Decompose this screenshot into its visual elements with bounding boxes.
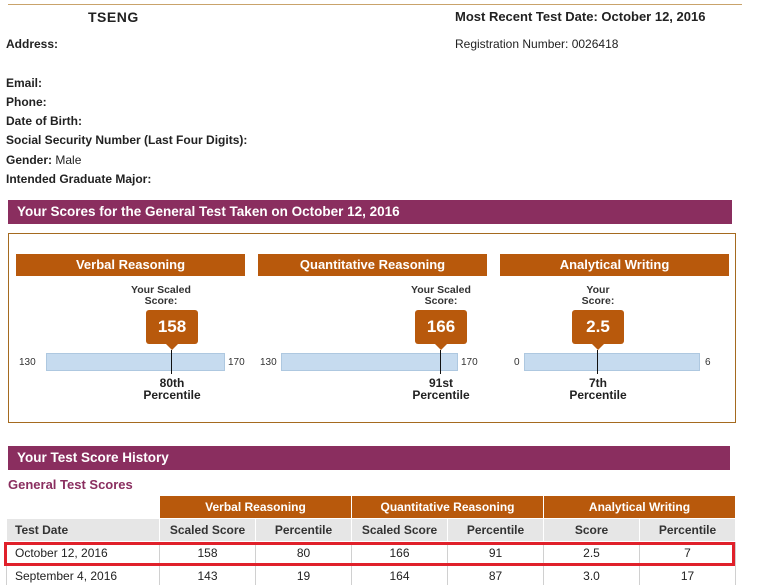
scores-panel-group: Verbal Reasoning Your Scaled Score: 158 … xyxy=(8,233,736,423)
verbal-percentile-value: 80th xyxy=(159,376,185,390)
group-quant: Quantitative Reasoning xyxy=(351,495,544,519)
writing-title: Analytical Writing xyxy=(500,254,729,276)
ssn-label: Social Security Number (Last Four Digits… xyxy=(6,133,248,147)
quant-score-pointer xyxy=(435,344,447,350)
row-cell: 7 xyxy=(639,541,736,565)
gender-value: Male xyxy=(55,153,82,167)
blank-header-cell xyxy=(6,495,160,519)
quant-percentile-value: 91st xyxy=(428,376,454,390)
row-cell: 87 xyxy=(447,564,544,585)
row-cell: 164 xyxy=(351,564,448,585)
phone-label: Phone: xyxy=(6,95,47,109)
history-banner: Your Test Score History xyxy=(8,446,730,470)
general-test-scores-title: General Test Scores xyxy=(8,477,133,492)
most-recent-test-date: Most Recent Test Date: October 12, 2016 xyxy=(455,9,706,24)
quant-percentile: 91st Percentile xyxy=(391,377,491,401)
dob-label: Date of Birth: xyxy=(6,114,82,128)
col-test-date: Test Date xyxy=(6,518,160,542)
gender-label: Gender: xyxy=(6,153,53,167)
scores-banner: Your Scores for the General Test Taken o… xyxy=(8,200,732,224)
row-date: September 4, 2016 xyxy=(6,564,160,585)
verbal-min: 130 xyxy=(19,357,36,368)
col-quant-scaled: Scaled Score xyxy=(351,518,448,542)
address-label: Address: xyxy=(6,37,59,51)
quant-scale-bar xyxy=(281,353,458,371)
quant-min: 130 xyxy=(260,357,277,368)
verbal-score-marker xyxy=(171,350,173,374)
group-writing: Analytical Writing xyxy=(543,495,736,519)
group-header-row: Verbal Reasoning Quantitative Reasoning … xyxy=(6,495,736,519)
quant-percentile-label: Percentile xyxy=(412,388,470,402)
quant-your-score-label: Your Scaled Score: xyxy=(401,285,481,307)
verbal-percentile-label: Percentile xyxy=(143,388,201,402)
writing-min: 0 xyxy=(514,357,520,368)
writing-your-score-label: Your Score: xyxy=(558,285,638,307)
verbal-score-badge: 158 xyxy=(146,310,198,344)
writing-percentile-label: Percentile xyxy=(569,388,627,402)
col-writing-score: Score xyxy=(543,518,640,542)
col-verbal-percentile: Percentile xyxy=(255,518,352,542)
major-label: Intended Graduate Major: xyxy=(6,172,152,186)
row-date: October 12, 2016 xyxy=(6,541,160,565)
your-label-line2: Score: xyxy=(581,295,615,307)
verbal-scale-bar xyxy=(46,353,225,371)
your-label-line2: Score: xyxy=(144,295,178,307)
verbal-percentile: 80th Percentile xyxy=(122,377,222,401)
writing-percentile-value: 7th xyxy=(589,376,607,390)
your-label-line2: Score: xyxy=(424,295,458,307)
col-writing-percentile: Percentile xyxy=(639,518,736,542)
table-row: September 4, 2016 143 19 164 87 3.0 17 xyxy=(6,564,736,585)
quant-score-marker xyxy=(440,350,442,374)
email-label: Email: xyxy=(6,76,43,90)
your-label-line1: Your Scaled xyxy=(131,284,191,296)
quant-max: 170 xyxy=(461,357,478,368)
row-cell: 166 xyxy=(351,541,448,565)
verbal-panel: Verbal Reasoning Your Scaled Score: 158 … xyxy=(16,254,245,414)
verbal-score-pointer xyxy=(166,344,178,350)
quant-title: Quantitative Reasoning xyxy=(258,254,487,276)
row-cell: 80 xyxy=(255,541,352,565)
registration-number: Registration Number: 0026418 xyxy=(455,37,619,51)
row-cell: 17 xyxy=(639,564,736,585)
group-verbal: Verbal Reasoning xyxy=(159,495,352,519)
row-cell: 143 xyxy=(159,564,256,585)
student-name: TSENG xyxy=(88,9,139,25)
writing-scale-bar xyxy=(524,353,700,371)
writing-score-pointer xyxy=(592,344,604,350)
row-cell: 2.5 xyxy=(543,541,640,565)
verbal-title: Verbal Reasoning xyxy=(16,254,245,276)
quant-panel: Quantitative Reasoning Your Scaled Score… xyxy=(258,254,487,414)
row-cell: 158 xyxy=(159,541,256,565)
column-header-row: Test Date Scaled Score Percentile Scaled… xyxy=(6,518,736,542)
writing-score-badge: 2.5 xyxy=(572,310,624,344)
row-cell: 19 xyxy=(255,564,352,585)
gender-field: Gender: Male xyxy=(6,153,81,167)
your-label-line1: Your Scaled xyxy=(411,284,471,296)
quant-score-badge: 166 xyxy=(415,310,467,344)
top-rule xyxy=(8,4,742,5)
score-history-table: Verbal Reasoning Quantitative Reasoning … xyxy=(6,495,736,585)
writing-panel: Analytical Writing Your Score: 2.5 0 6 7… xyxy=(500,254,729,414)
verbal-max: 170 xyxy=(228,357,245,368)
writing-max: 6 xyxy=(705,357,711,368)
verbal-your-score-label: Your Scaled Score: xyxy=(121,285,201,307)
row-cell: 3.0 xyxy=(543,564,640,585)
your-label-line1: Your xyxy=(586,284,610,296)
col-quant-percentile: Percentile xyxy=(447,518,544,542)
writing-percentile: 7th Percentile xyxy=(548,377,648,401)
writing-score-marker xyxy=(597,350,599,374)
col-verbal-scaled: Scaled Score xyxy=(159,518,256,542)
table-row: October 12, 2016 158 80 166 91 2.5 7 xyxy=(6,541,736,565)
row-cell: 91 xyxy=(447,541,544,565)
